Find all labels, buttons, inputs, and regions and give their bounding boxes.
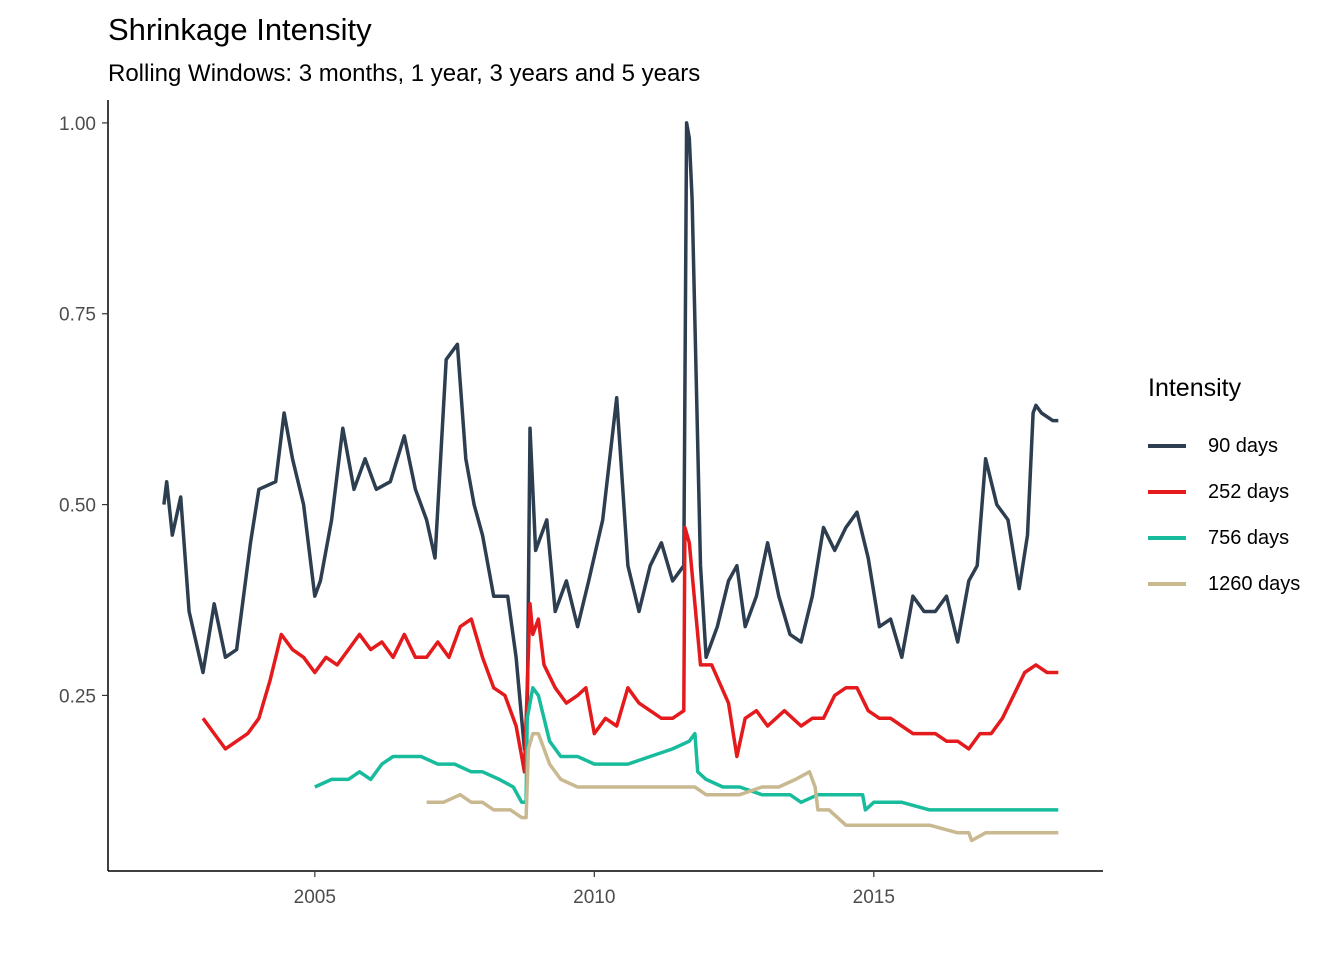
legend-item: 756 days [1148, 515, 1300, 561]
legend-label: 1260 days [1208, 572, 1301, 595]
series-line-756-days [314, 686, 1059, 812]
y-axis-ticks: 0.25 0.50 0.75 1.00 [59, 114, 108, 707]
legend-items: 90 days 252 days 756 days 1260 days [1148, 423, 1300, 607]
series-line-1260-days [426, 731, 1059, 843]
legend: Intensity 90 days 252 days 756 days 1260 da… [1148, 374, 1300, 607]
legend-label: 252 days [1208, 480, 1290, 503]
chart-title: Shrinkage Intensity [108, 12, 372, 47]
legend-swatch [1148, 444, 1186, 448]
series-line-90-days [162, 121, 1059, 751]
y-tick-label: 0.50 [59, 496, 96, 517]
chart-subtitle: Rolling Windows: 3 months, 1 year, 3 yea… [108, 60, 701, 87]
legend-label: 756 days [1208, 526, 1290, 549]
legend-item: 1260 days [1148, 561, 1300, 607]
legend-swatch [1148, 490, 1186, 494]
legend-swatch [1148, 582, 1186, 586]
legend-item: 90 days [1148, 423, 1300, 469]
y-tick-label: 0.75 [59, 305, 96, 326]
legend-swatch [1148, 536, 1186, 540]
series-lines [162, 121, 1059, 843]
x-tick-label: 2015 [853, 887, 895, 908]
series-line-252-days [201, 525, 1059, 774]
legend-label: 90 days [1208, 434, 1279, 457]
x-tick-label: 2010 [573, 887, 615, 908]
y-tick-label: 0.25 [59, 686, 96, 707]
x-axis-ticks: 2005 2010 2015 [294, 871, 895, 908]
legend-item: 252 days [1148, 469, 1300, 515]
x-tick-label: 2005 [294, 887, 336, 908]
legend-title: Intensity [1148, 374, 1242, 402]
y-tick-label: 1.00 [59, 114, 96, 135]
